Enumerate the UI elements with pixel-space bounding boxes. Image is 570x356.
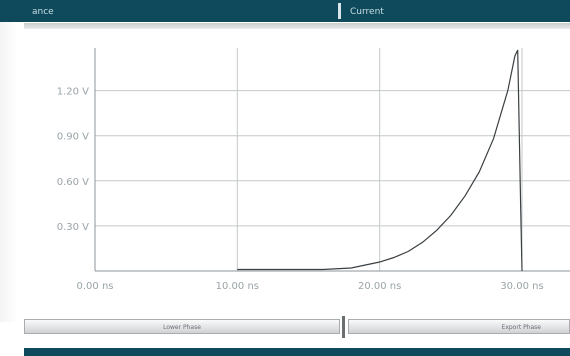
button-divider	[342, 316, 345, 338]
chart-axes	[94, 48, 570, 272]
chart-series	[237, 49, 523, 272]
y-tick-label: 0.30 V	[57, 222, 89, 233]
x-tick-label: 20.00 ns	[358, 281, 401, 292]
x-tick-labels: 0.00 ns 10.00 ns 20.00 ns 30.00 ns	[77, 281, 544, 292]
y-tick-label: 1.20 V	[57, 87, 89, 98]
export-phase-button[interactable]: Export Phase	[348, 319, 570, 334]
top-header-bar: ance Current	[0, 0, 570, 22]
tab-ance[interactable]: ance	[32, 7, 54, 17]
series-line	[237, 49, 523, 272]
x-tick-label: 30.00 ns	[500, 281, 543, 292]
y-tick-labels: 0.30 V 0.60 V 0.90 V 1.20 V	[57, 87, 89, 233]
chart-grid	[95, 48, 570, 271]
lower-phase-button[interactable]: Lower Phase	[24, 319, 340, 334]
tab-current[interactable]: Current	[350, 7, 384, 17]
bottom-status-bar	[24, 348, 570, 356]
y-tick-label: 0.60 V	[57, 177, 89, 188]
tab-separator	[338, 3, 341, 19]
x-tick-label: 10.00 ns	[216, 281, 259, 292]
y-tick-label: 0.90 V	[57, 132, 89, 143]
left-panel-edge	[0, 22, 18, 322]
x-tick-label: 0.00 ns	[77, 281, 114, 292]
header-shadow-strip	[24, 23, 570, 29]
